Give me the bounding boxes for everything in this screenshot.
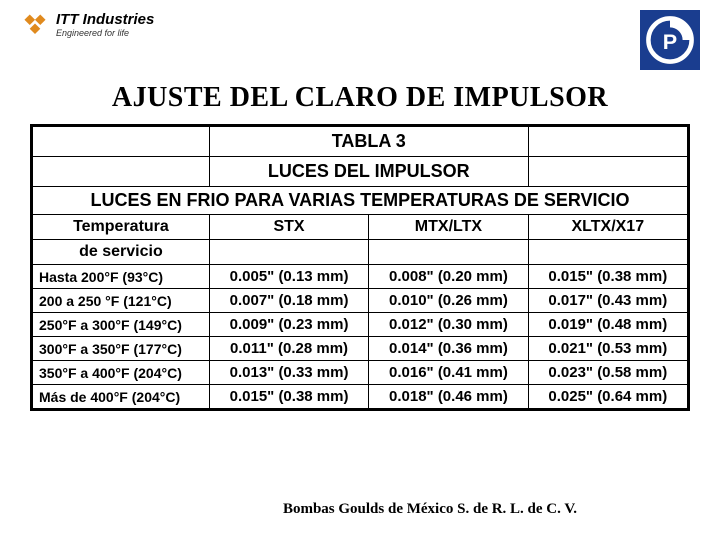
cell-val: 0.023" (0.58 mm): [528, 361, 687, 385]
table-row: Hasta 200°F (93°C) 0.005" (0.13 mm) 0.00…: [33, 265, 688, 289]
cell-val: 0.025" (0.64 mm): [528, 385, 687, 409]
cell-val: 0.010" (0.26 mm): [369, 289, 528, 313]
cell-val: 0.016" (0.41 mm): [369, 361, 528, 385]
footer-text: Bombas Goulds de México S. de R. L. de C…: [0, 501, 720, 518]
table-row: 300°F a 350°F (177°C) 0.011" (0.28 mm) 0…: [33, 337, 688, 361]
itt-icon: [20, 10, 50, 40]
cell-val: 0.007" (0.18 mm): [209, 289, 368, 313]
header: ITT Industries Engineered for life P: [0, 0, 720, 74]
luces-label: LUCES DEL IMPULSOR: [209, 157, 528, 187]
row-column-heads-2: de servicio: [33, 240, 688, 265]
table-row: 350°F a 400°F (204°C) 0.013" (0.33 mm) 0…: [33, 361, 688, 385]
row-luces: LUCES DEL IMPULSOR: [33, 157, 688, 187]
cell-val: 0.015" (0.38 mm): [209, 385, 368, 409]
cell-temp: 200 a 250 °F (121°C): [33, 289, 210, 313]
cell-val: 0.013" (0.33 mm): [209, 361, 368, 385]
brand-main: ITT Industries: [56, 12, 154, 27]
cell-val: 0.014" (0.36 mm): [369, 337, 528, 361]
cell-val: 0.021" (0.53 mm): [528, 337, 687, 361]
tabla-label: TABLA 3: [209, 127, 528, 157]
cell-val: 0.012" (0.30 mm): [369, 313, 528, 337]
cell-val: 0.017" (0.43 mm): [528, 289, 687, 313]
cell-val: 0.018" (0.46 mm): [369, 385, 528, 409]
itt-logo: ITT Industries Engineered for life: [20, 10, 154, 40]
cell-val: 0.019" (0.48 mm): [528, 313, 687, 337]
gp-logo-letter: P: [663, 29, 677, 54]
cell-temp: 300°F a 350°F (177°C): [33, 337, 210, 361]
col-xltx-x17: XLTX/X17: [528, 215, 687, 240]
row-luces-frio: LUCES EN FRIO PARA VARIAS TEMPERATURAS D…: [33, 187, 688, 215]
table-row: 250°F a 300°F (149°C) 0.009" (0.23 mm) 0…: [33, 313, 688, 337]
luces-frio-label: LUCES EN FRIO PARA VARIAS TEMPERATURAS D…: [33, 187, 688, 215]
cell-temp: 250°F a 300°F (149°C): [33, 313, 210, 337]
cell-temp: Más de 400°F (204°C): [33, 385, 210, 409]
col-temp-line1: Temperatura: [33, 215, 210, 240]
col-mtx-ltx: MTX/LTX: [369, 215, 528, 240]
table-row: 200 a 250 °F (121°C) 0.007" (0.18 mm) 0.…: [33, 289, 688, 313]
cell-val: 0.015" (0.38 mm): [528, 265, 687, 289]
col-temp-line2: de servicio: [33, 240, 210, 265]
clearance-table: TABLA 3 LUCES DEL IMPULSOR LUCES EN FRIO…: [30, 124, 690, 411]
row-column-heads: Temperatura STX MTX/LTX XLTX/X17: [33, 215, 688, 240]
gp-logo: P: [640, 10, 700, 70]
cell-val: 0.009" (0.23 mm): [209, 313, 368, 337]
brand-sub: Engineered for life: [56, 29, 154, 38]
cell-val: 0.008" (0.20 mm): [369, 265, 528, 289]
cell-temp: 350°F a 400°F (204°C): [33, 361, 210, 385]
cell-val: 0.011" (0.28 mm): [209, 337, 368, 361]
row-tabla3: TABLA 3: [33, 127, 688, 157]
table-row: Más de 400°F (204°C) 0.015" (0.38 mm) 0.…: [33, 385, 688, 409]
cell-val: 0.005" (0.13 mm): [209, 265, 368, 289]
page-title: AJUSTE DEL CLARO DE IMPULSOR: [0, 82, 720, 114]
cell-temp: Hasta 200°F (93°C): [33, 265, 210, 289]
col-stx: STX: [209, 215, 368, 240]
